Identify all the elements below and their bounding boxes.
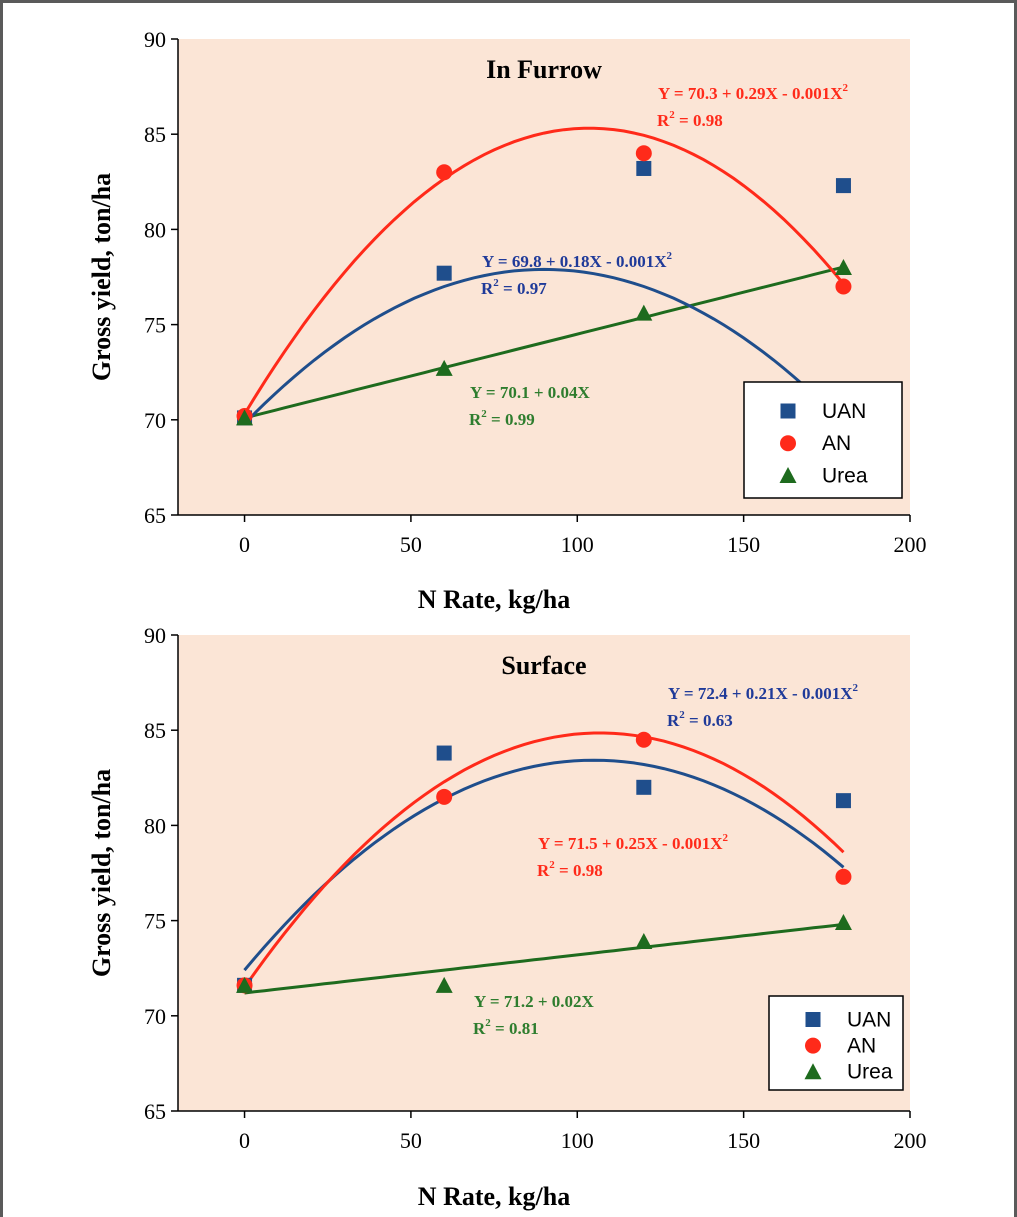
data-point-urea	[435, 359, 453, 376]
equation-text: Y = 70.3 + 0.29X - 0.001X2	[658, 82, 849, 103]
equation-an: Y = 71.5 + 0.25X - 0.001X2 R2 = 0.98	[537, 832, 729, 880]
data-point-urea	[236, 976, 254, 993]
x-axis-title: N Rate, kg/ha	[418, 585, 570, 614]
x-tick-label: 100	[561, 532, 594, 557]
x-tick-label: 200	[894, 532, 927, 557]
y-tick-label: 90	[144, 623, 166, 648]
y-tick-label: 90	[144, 27, 166, 52]
y-tick-label: 75	[144, 313, 166, 338]
legend-marker-an	[805, 1037, 821, 1054]
legend-label-uan: UAN	[847, 1009, 891, 1032]
data-point-uan	[636, 160, 652, 176]
x-tick-label: 150	[727, 1128, 760, 1153]
data-point-an	[835, 278, 852, 295]
y-tick-label: 85	[144, 122, 166, 147]
y-tick-label: 70	[144, 1004, 166, 1029]
equation-urea: Y = 71.2 + 0.02X R2 = 0.81	[473, 992, 595, 1038]
data-point-uan	[636, 779, 652, 795]
data-point-uan	[436, 745, 452, 761]
equation-text: Y = 71.2 + 0.02X	[474, 992, 595, 1011]
trendline-uan	[243, 267, 845, 425]
panel-title: Surface	[501, 651, 586, 680]
r-squared-text: R2 = 0.98	[657, 109, 723, 130]
x-axis-title: N Rate, kg/ha	[418, 1182, 570, 1211]
legend-marker-urea	[804, 1063, 822, 1080]
x-tick-label: 150	[727, 532, 760, 557]
legend: UAN AN Urea	[743, 381, 903, 499]
panel-title: In Furrow	[486, 55, 602, 84]
legend-box	[768, 995, 904, 1091]
data-point-an	[635, 145, 652, 162]
equation-uan: Y = 72.4 + 0.21X - 0.001X2 R2 = 0.63	[667, 682, 859, 730]
equation-an: Y = 70.3 + 0.29X - 0.001X2 R2 = 0.98	[657, 82, 849, 130]
x-tick-label: 200	[894, 1128, 927, 1153]
trendline-an	[243, 126, 845, 415]
legend-marker-urea	[779, 466, 797, 483]
data-point-urea	[236, 409, 254, 426]
equation-uan: Y = 69.8 + 0.18X - 0.001X2 R2 = 0.97	[481, 250, 673, 298]
y-axis-title: Gross yield, ton/ha	[87, 769, 116, 977]
legend-label-urea: Urea	[822, 464, 868, 487]
x-tick-label: 50	[400, 1128, 422, 1153]
data-point-uan	[835, 178, 851, 194]
x-tick-label: 0	[239, 1128, 250, 1153]
trendline-an	[243, 731, 845, 989]
r-squared-text: R2 = 0.97	[481, 277, 547, 298]
y-tick-label: 85	[144, 718, 166, 743]
y-tick-label: 75	[144, 909, 166, 934]
data-point-urea	[834, 258, 852, 275]
legend-marker-an	[780, 435, 796, 452]
data-point-an	[635, 731, 652, 748]
r-squared-text: R2 = 0.98	[537, 859, 603, 880]
data-point-urea	[834, 914, 852, 931]
chart-panel-surface: 65 70 75 80 85 90 0 50 100 150 200 N Rate, kg/ha Gro…	[87, 623, 927, 1211]
y-axis-title: Gross yield, ton/ha	[87, 173, 116, 381]
r-squared-text: R2 = 0.63	[667, 709, 733, 730]
trendline-urea	[244, 265, 844, 420]
y-tick-label: 65	[144, 503, 166, 528]
equation-urea: Y = 70.1 + 0.04X R2 = 0.99	[469, 383, 591, 429]
data-point-urea	[635, 304, 653, 321]
data-point-urea	[635, 933, 653, 950]
equation-text: Y = 71.5 + 0.25X - 0.001X2	[538, 832, 729, 853]
data-point-an	[436, 788, 453, 805]
y-tick-label: 70	[144, 408, 166, 433]
legend-box	[743, 381, 903, 499]
legend-marker-uan	[780, 403, 796, 419]
data-point-an	[835, 868, 852, 885]
y-tick-label: 80	[144, 813, 166, 838]
trendline-urea	[244, 922, 844, 995]
trendline-uan	[243, 758, 845, 972]
r-squared-text: R2 = 0.99	[469, 408, 535, 429]
x-tick-label: 100	[561, 1128, 594, 1153]
x-tick-label: 50	[400, 532, 422, 557]
x-tick-label: 0	[239, 532, 250, 557]
equation-text: Y = 69.8 + 0.18X - 0.001X2	[482, 250, 673, 271]
legend-label-an: AN	[847, 1035, 876, 1058]
legend-label-an: AN	[822, 432, 851, 455]
data-point-an	[436, 164, 453, 181]
chart-panel-in-furrow: 65 70 75 80 85 90 0 50 100 150 200 N Rate, kg/ha Gro…	[87, 27, 927, 614]
r-squared-text: R2 = 0.81	[473, 1017, 539, 1038]
legend-label-urea: Urea	[847, 1061, 893, 1084]
y-tick-label: 80	[144, 217, 166, 242]
equation-text: Y = 72.4 + 0.21X - 0.001X2	[668, 682, 859, 703]
y-tick-label: 65	[144, 1099, 166, 1124]
data-point-urea	[435, 976, 453, 993]
legend-label-uan: UAN	[822, 400, 866, 423]
legend-marker-uan	[805, 1012, 821, 1027]
data-point-uan	[436, 265, 452, 281]
legend: UAN AN Urea	[768, 995, 904, 1091]
data-point-uan	[835, 793, 851, 809]
equation-text: Y = 70.1 + 0.04X	[470, 383, 591, 402]
